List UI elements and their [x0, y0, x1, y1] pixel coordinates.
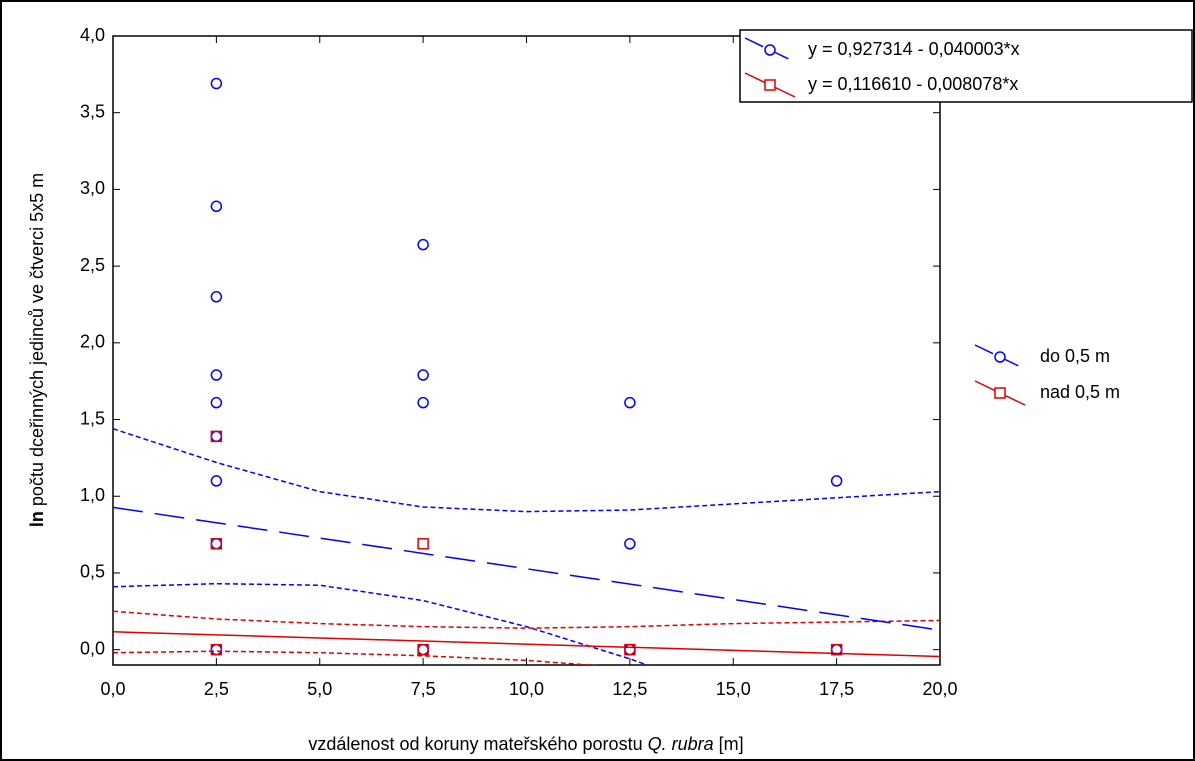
marker — [417, 238, 429, 251]
marker — [994, 351, 1006, 363]
y-tick-label: 3,0 — [80, 178, 105, 198]
y-tick-label: 3,5 — [80, 101, 105, 121]
marker — [210, 369, 223, 381]
x-tick-label: 5,0 — [307, 679, 332, 699]
marker — [210, 77, 223, 90]
marker — [994, 387, 1006, 399]
marker — [417, 369, 429, 381]
y-label-part: ln — [27, 511, 47, 527]
confidence-band — [113, 428, 940, 513]
x-tick-label: 12,5 — [612, 679, 647, 699]
confidence-band — [113, 610, 940, 629]
legend-text: y = 0,927314 - 0,040003*x — [808, 39, 1020, 59]
x-tick-label: 17,5 — [819, 679, 854, 699]
marker — [210, 396, 223, 409]
fit-legend-box — [739, 29, 1193, 103]
y-tick-label: 0,5 — [80, 562, 105, 582]
x-tick-label: 15,0 — [716, 679, 751, 699]
marker — [210, 643, 223, 656]
marker — [210, 200, 223, 213]
marker — [624, 538, 636, 550]
marker — [210, 430, 223, 443]
fit-line — [113, 631, 940, 658]
legend-line — [744, 37, 796, 63]
marker — [764, 79, 776, 91]
x-label-part: [m] — [714, 734, 744, 754]
y-tick-label: 2,0 — [80, 332, 105, 352]
y-tick-label: 2,5 — [80, 255, 105, 275]
confidence-band — [113, 582, 650, 665]
fit-line — [113, 506, 940, 631]
y-tick-label: 1,5 — [80, 408, 105, 428]
marker — [417, 396, 429, 409]
y-tick-label: 1,0 — [80, 485, 105, 505]
x-tick-label: 0,0 — [100, 679, 125, 699]
marker — [624, 643, 636, 656]
legend-text: nad 0,5 m — [1040, 382, 1120, 402]
y-tick-label: 4,0 — [80, 25, 105, 45]
x-label-part: Q. rubra — [648, 734, 714, 754]
marker — [830, 643, 843, 656]
legend-line — [974, 344, 1026, 370]
marker — [417, 538, 429, 550]
plot-content — [113, 77, 940, 665]
marker — [830, 475, 843, 487]
x-label-part: vzdálenost od koruny mateřského porostu — [308, 734, 647, 754]
marker — [210, 475, 223, 487]
marker — [624, 396, 636, 409]
marker — [764, 44, 776, 56]
x-axis-label: vzdálenost od koruny mateřského porostu … — [308, 734, 743, 754]
marker — [210, 538, 223, 550]
x-tick-label: 20,0 — [922, 679, 957, 699]
marker — [210, 291, 223, 303]
x-tick-label: 2,5 — [204, 679, 229, 699]
y-label-part: počtu dceřinných jedinců ve čtverci 5x5 … — [27, 173, 47, 511]
x-tick-label: 10,0 — [509, 679, 544, 699]
marker — [417, 643, 429, 656]
y-axis-label: ln počtu dceřinných jedinců ve čtverci 5… — [27, 173, 47, 527]
confidence-band — [113, 650, 599, 665]
y-tick-label: 0,0 — [80, 638, 105, 658]
x-tick-label: 7,5 — [411, 679, 436, 699]
legend-text: do 0,5 m — [1040, 346, 1110, 366]
legend-text: y = 0,116610 - 0,008078*x — [808, 74, 1018, 94]
